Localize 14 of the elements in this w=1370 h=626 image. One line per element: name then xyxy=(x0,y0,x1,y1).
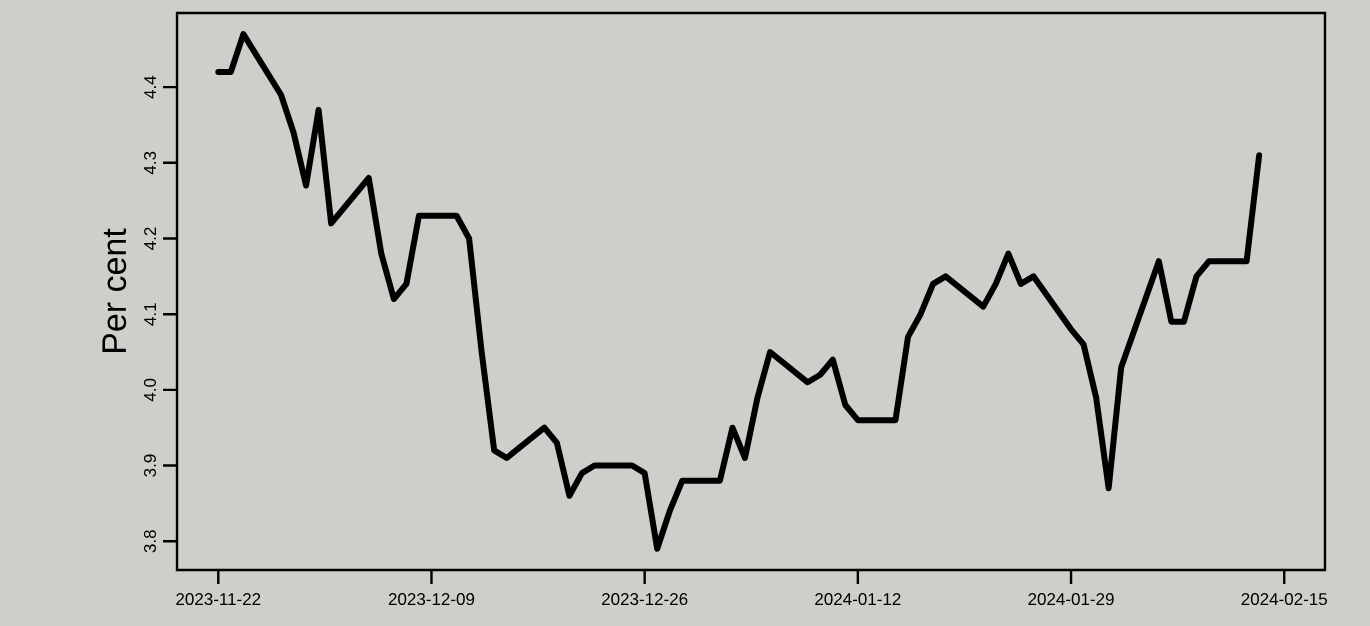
y-tick-label: 4.4 xyxy=(144,75,156,99)
x-tick-label: 2023-12-09 xyxy=(388,593,475,606)
y-tick-label: 4.0 xyxy=(143,378,156,402)
y-tick-label: 3.8 xyxy=(143,530,156,553)
y-tick-label: 4.3 xyxy=(143,151,156,175)
y-tick-label: 4.2 xyxy=(144,227,156,250)
y-axis-title: Per cent xyxy=(102,228,127,352)
x-tick-label: 2023-11-22 xyxy=(176,593,261,606)
x-tick-label: 2024-02-15 xyxy=(1241,593,1327,606)
x-tick-label: 2024-01-12 xyxy=(815,593,901,606)
x-tick-label: 2024-01-29 xyxy=(1028,593,1114,606)
x-tick-label: 2023-12-26 xyxy=(602,593,688,606)
y-tick-label: 3.9 xyxy=(143,454,156,477)
y-tick-label: 4.1 xyxy=(144,303,156,326)
